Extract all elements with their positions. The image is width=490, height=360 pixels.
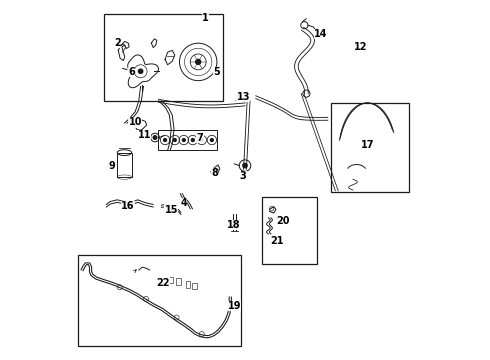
Text: 20: 20	[276, 216, 290, 226]
Text: 15: 15	[165, 204, 178, 215]
Text: 1: 1	[202, 13, 209, 23]
Bar	[186, 281, 190, 288]
Circle shape	[210, 139, 213, 141]
Circle shape	[196, 59, 201, 64]
Text: 4: 4	[180, 198, 187, 208]
Circle shape	[139, 69, 143, 73]
Bar	[158, 130, 217, 150]
Bar	[117, 153, 132, 177]
Bar	[169, 277, 173, 283]
Circle shape	[192, 139, 194, 141]
Circle shape	[182, 139, 185, 141]
Circle shape	[243, 163, 247, 168]
Text: 22: 22	[156, 278, 170, 288]
Text: 8: 8	[211, 168, 218, 178]
Text: 9: 9	[108, 161, 115, 171]
Bar	[77, 255, 242, 346]
Text: 14: 14	[314, 29, 327, 39]
Text: 11: 11	[138, 130, 151, 140]
Text: 3: 3	[240, 171, 246, 181]
Text: 5: 5	[213, 67, 220, 77]
Text: 6: 6	[128, 67, 135, 77]
Bar	[104, 14, 222, 101]
Text: 16: 16	[121, 201, 135, 211]
Circle shape	[200, 139, 203, 141]
Text: 21: 21	[270, 236, 284, 246]
Text: 13: 13	[237, 92, 250, 102]
Bar	[176, 278, 180, 285]
Bar	[331, 103, 409, 192]
Circle shape	[173, 139, 176, 141]
Text: 18: 18	[227, 220, 241, 230]
Text: 12: 12	[353, 42, 367, 52]
Text: 7: 7	[196, 133, 203, 143]
Text: 2: 2	[114, 38, 121, 48]
Bar	[262, 197, 317, 264]
Text: 19: 19	[227, 301, 241, 311]
Text: 10: 10	[128, 117, 142, 127]
Bar	[193, 283, 197, 289]
Circle shape	[164, 139, 167, 141]
Text: 17: 17	[361, 140, 374, 150]
Circle shape	[153, 136, 157, 139]
